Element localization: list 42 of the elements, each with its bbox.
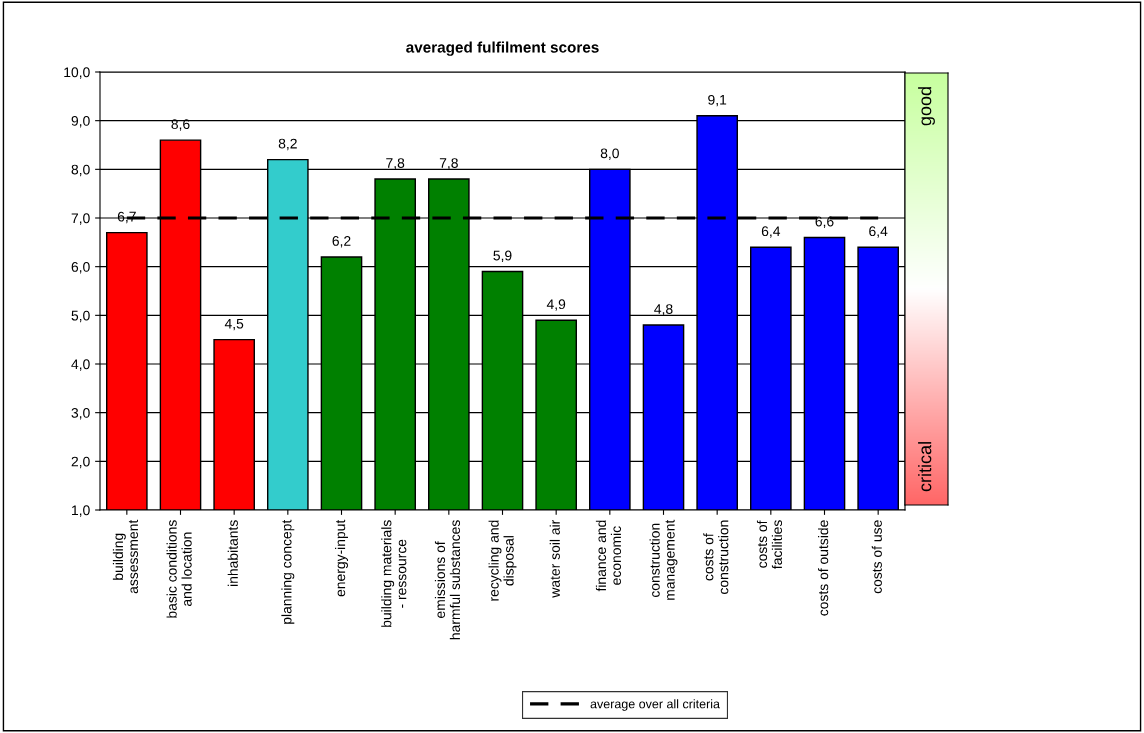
chart-title: averaged fulfilment scores xyxy=(406,41,599,56)
y-tick-label: 2,0 xyxy=(71,456,90,469)
data-label: 4,8 xyxy=(654,304,673,316)
y-tick-label: 4,0 xyxy=(71,359,90,371)
x-tick-label: finance and economic xyxy=(595,520,622,592)
x-tick-label: inhabitants xyxy=(227,520,238,586)
text: good xyxy=(918,87,935,126)
data-label: 4,5 xyxy=(224,318,244,331)
x-tick-label: costs of use xyxy=(871,520,882,594)
y-tick-label: 9,0 xyxy=(71,116,90,128)
x-tick-label: costs of facilities xyxy=(756,520,783,569)
x-tick-label: costs of outside xyxy=(818,520,829,616)
data-label: 9,1 xyxy=(708,94,727,107)
x-tick-label: recycling and disposal xyxy=(488,520,517,601)
y-tick-label: 3,0 xyxy=(71,408,90,420)
y-tick-label: 10,0 xyxy=(64,67,90,79)
data-label: 8,2 xyxy=(278,138,297,151)
text: critical xyxy=(918,442,932,492)
y-tick-label: 6,0 xyxy=(71,262,90,274)
x-tick-label: energy-input xyxy=(335,519,348,597)
x-tick-label: costs of construction xyxy=(703,520,729,595)
y-tick-label: 7,0 xyxy=(71,213,90,225)
legend-label: average over all criteria xyxy=(590,699,720,711)
data-label: 6,7 xyxy=(117,211,136,224)
data-label: 7,8 xyxy=(386,158,405,170)
x-tick-label: basic conditions and location xyxy=(166,520,192,618)
y-tick-label: 1,0 xyxy=(72,505,90,517)
y-tick-label: 5,0 xyxy=(71,310,90,323)
x-tick-label: building assessment xyxy=(112,519,139,594)
data-label: 6,2 xyxy=(332,236,351,248)
x-tick-label: water soil air xyxy=(549,519,560,598)
x-tick-label: planning concept xyxy=(281,519,295,624)
x-tick-label: building materials - ressource xyxy=(381,520,407,627)
data-label: 8,0 xyxy=(600,148,619,160)
data-label: 5,9 xyxy=(493,250,512,263)
x-tick-label: emissions of harmful substances xyxy=(434,520,461,640)
data-label: 6,4 xyxy=(761,226,781,238)
x-tick-label: construction management xyxy=(649,519,678,600)
y-tick-label: 8,0 xyxy=(71,164,90,177)
data-label: 6,4 xyxy=(869,226,888,238)
data-label: 7,8 xyxy=(439,158,458,170)
data-label: 4,9 xyxy=(546,299,566,311)
